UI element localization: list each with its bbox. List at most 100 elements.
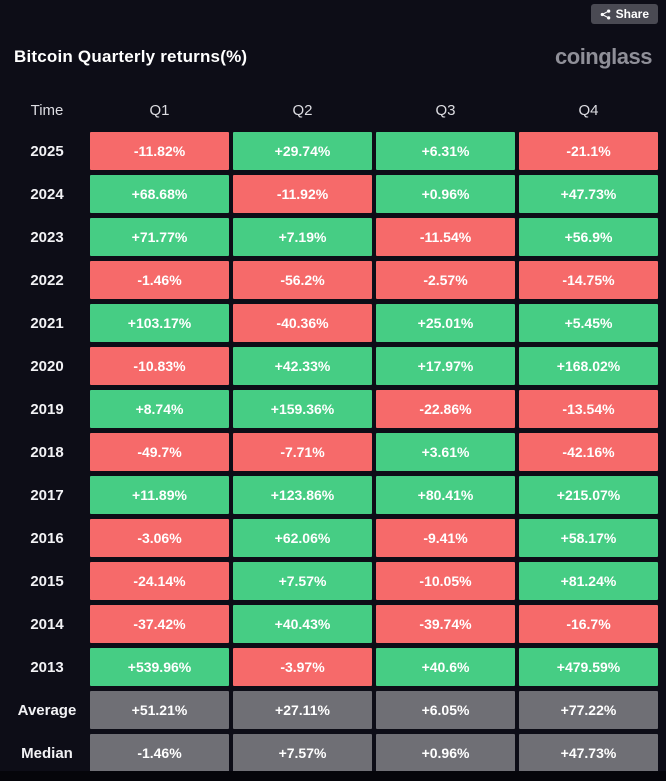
- return-cell: -24.14%: [90, 562, 229, 600]
- table-body: 2025 -11.82% +29.74% +6.31% -21.1% 2024 +68.68…: [8, 132, 658, 772]
- return-cell: -1.46%: [90, 261, 229, 299]
- return-cell: +0.96%: [376, 734, 515, 772]
- row-label: 2024: [30, 185, 64, 203]
- row-label: 2023: [30, 228, 64, 246]
- share-label: Share: [615, 7, 649, 21]
- return-cell: +539.96%: [90, 648, 229, 686]
- return-cell: +7.57%: [233, 734, 372, 772]
- return-cell: +11.89%: [90, 476, 229, 514]
- return-cell: +47.73%: [519, 734, 658, 772]
- table-row-2016: 2016 -3.06% +62.06% -9.41% +58.17%: [8, 519, 658, 557]
- table-row-2020: 2020 -10.83% +42.33% +17.97% +168.02%: [8, 347, 658, 385]
- row-label: Median: [21, 744, 73, 762]
- coinglass-logo: coinglass: [555, 44, 652, 69]
- col-header-time: Time: [30, 101, 64, 119]
- return-cell: +215.07%: [519, 476, 658, 514]
- return-cell: +40.43%: [233, 605, 372, 643]
- return-cell: +17.97%: [376, 347, 515, 385]
- return-cell: +6.05%: [376, 691, 515, 729]
- return-cell: +6.31%: [376, 132, 515, 170]
- return-cell: -10.05%: [376, 562, 515, 600]
- return-cell: +27.11%: [233, 691, 372, 729]
- return-cell: -1.46%: [90, 734, 229, 772]
- return-cell: +0.96%: [376, 175, 515, 213]
- return-cell: +47.73%: [519, 175, 658, 213]
- return-cell: +68.68%: [90, 175, 229, 213]
- row-label: 2015: [30, 572, 64, 590]
- return-cell: -2.57%: [376, 261, 515, 299]
- table-row-2022: 2022 -1.46% -56.2% -2.57% -14.75%: [8, 261, 658, 299]
- row-label: 2016: [30, 529, 64, 547]
- return-cell: -7.71%: [233, 433, 372, 471]
- row-label: 2018: [30, 443, 64, 461]
- return-cell: -21.1%: [519, 132, 658, 170]
- row-label: 2013: [30, 658, 64, 676]
- table-row-2015: 2015 -24.14% +7.57% -10.05% +81.24%: [8, 562, 658, 600]
- return-cell: -3.06%: [90, 519, 229, 557]
- table-row-2025: 2025 -11.82% +29.74% +6.31% -21.1%: [8, 132, 658, 170]
- return-cell: -22.86%: [376, 390, 515, 428]
- row-label: Average: [17, 701, 77, 719]
- row-label: 2025: [30, 142, 64, 160]
- table-row-2018: 2018 -49.7% -7.71% +3.61% -42.16%: [8, 433, 658, 471]
- return-cell: +62.06%: [233, 519, 372, 557]
- table-row-median: Median -1.46% +7.57% +0.96% +47.73%: [8, 734, 658, 772]
- col-header-q3: Q3: [435, 101, 456, 119]
- return-cell: +51.21%: [90, 691, 229, 729]
- page-title: Bitcoin Quarterly returns(%): [14, 47, 248, 66]
- return-cell: +3.61%: [376, 433, 515, 471]
- return-cell: +80.41%: [376, 476, 515, 514]
- return-cell: +81.24%: [519, 562, 658, 600]
- table-row-2014: 2014 -37.42% +40.43% -39.74% -16.7%: [8, 605, 658, 643]
- table-row-average: Average +51.21% +27.11% +6.05% +77.22%: [8, 691, 658, 729]
- return-cell: -40.36%: [233, 304, 372, 342]
- return-cell: -13.54%: [519, 390, 658, 428]
- row-label: 2022: [30, 271, 64, 289]
- table-row-2024: 2024 +68.68% -11.92% +0.96% +47.73%: [8, 175, 658, 213]
- return-cell: -9.41%: [376, 519, 515, 557]
- share-button[interactable]: Share: [590, 4, 658, 24]
- return-cell: -11.54%: [376, 218, 515, 256]
- col-header-q4: Q4: [578, 101, 599, 119]
- return-cell: -14.75%: [519, 261, 658, 299]
- return-cell: -56.2%: [233, 261, 372, 299]
- return-cell: +168.02%: [519, 347, 658, 385]
- return-cell: +56.9%: [519, 218, 658, 256]
- topbar: Share: [0, 0, 666, 28]
- col-header-q1: Q1: [149, 101, 170, 119]
- return-cell: -39.74%: [376, 605, 515, 643]
- return-cell: +71.77%: [90, 218, 229, 256]
- return-cell: +103.17%: [90, 304, 229, 342]
- table-row-2023: 2023 +71.77% +7.19% -11.54% +56.9%: [8, 218, 658, 256]
- return-cell: -16.7%: [519, 605, 658, 643]
- footer-strip: [0, 771, 666, 781]
- return-cell: +25.01%: [376, 304, 515, 342]
- return-cell: -10.83%: [90, 347, 229, 385]
- return-cell: -37.42%: [90, 605, 229, 643]
- table-header-row: Time Q1 Q2 Q3 Q4: [8, 96, 658, 124]
- return-cell: +7.19%: [233, 218, 372, 256]
- return-cell: +58.17%: [519, 519, 658, 557]
- return-cell: -11.92%: [233, 175, 372, 213]
- row-label: 2019: [30, 400, 64, 418]
- table-row-2013: 2013 +539.96% -3.97% +40.6% +479.59%: [8, 648, 658, 686]
- return-cell: +40.6%: [376, 648, 515, 686]
- return-cell: +159.36%: [233, 390, 372, 428]
- return-cell: -49.7%: [90, 433, 229, 471]
- share-icon: [600, 8, 611, 20]
- return-cell: +123.86%: [233, 476, 372, 514]
- row-label: 2017: [30, 486, 64, 504]
- return-cell: +5.45%: [519, 304, 658, 342]
- row-label: 2014: [30, 615, 64, 633]
- row-label: 2021: [30, 314, 64, 332]
- return-cell: +7.57%: [233, 562, 372, 600]
- return-cell: +479.59%: [519, 648, 658, 686]
- table-row-2017: 2017 +11.89% +123.86% +80.41% +215.07%: [8, 476, 658, 514]
- row-label: 2020: [30, 357, 64, 375]
- return-cell: +77.22%: [519, 691, 658, 729]
- return-cell: +42.33%: [233, 347, 372, 385]
- returns-table: Time Q1 Q2 Q3 Q4 2025 -11.82% +29.74% +6.31% -21…: [0, 78, 666, 772]
- return-cell: +8.74%: [90, 390, 229, 428]
- return-cell: -11.82%: [90, 132, 229, 170]
